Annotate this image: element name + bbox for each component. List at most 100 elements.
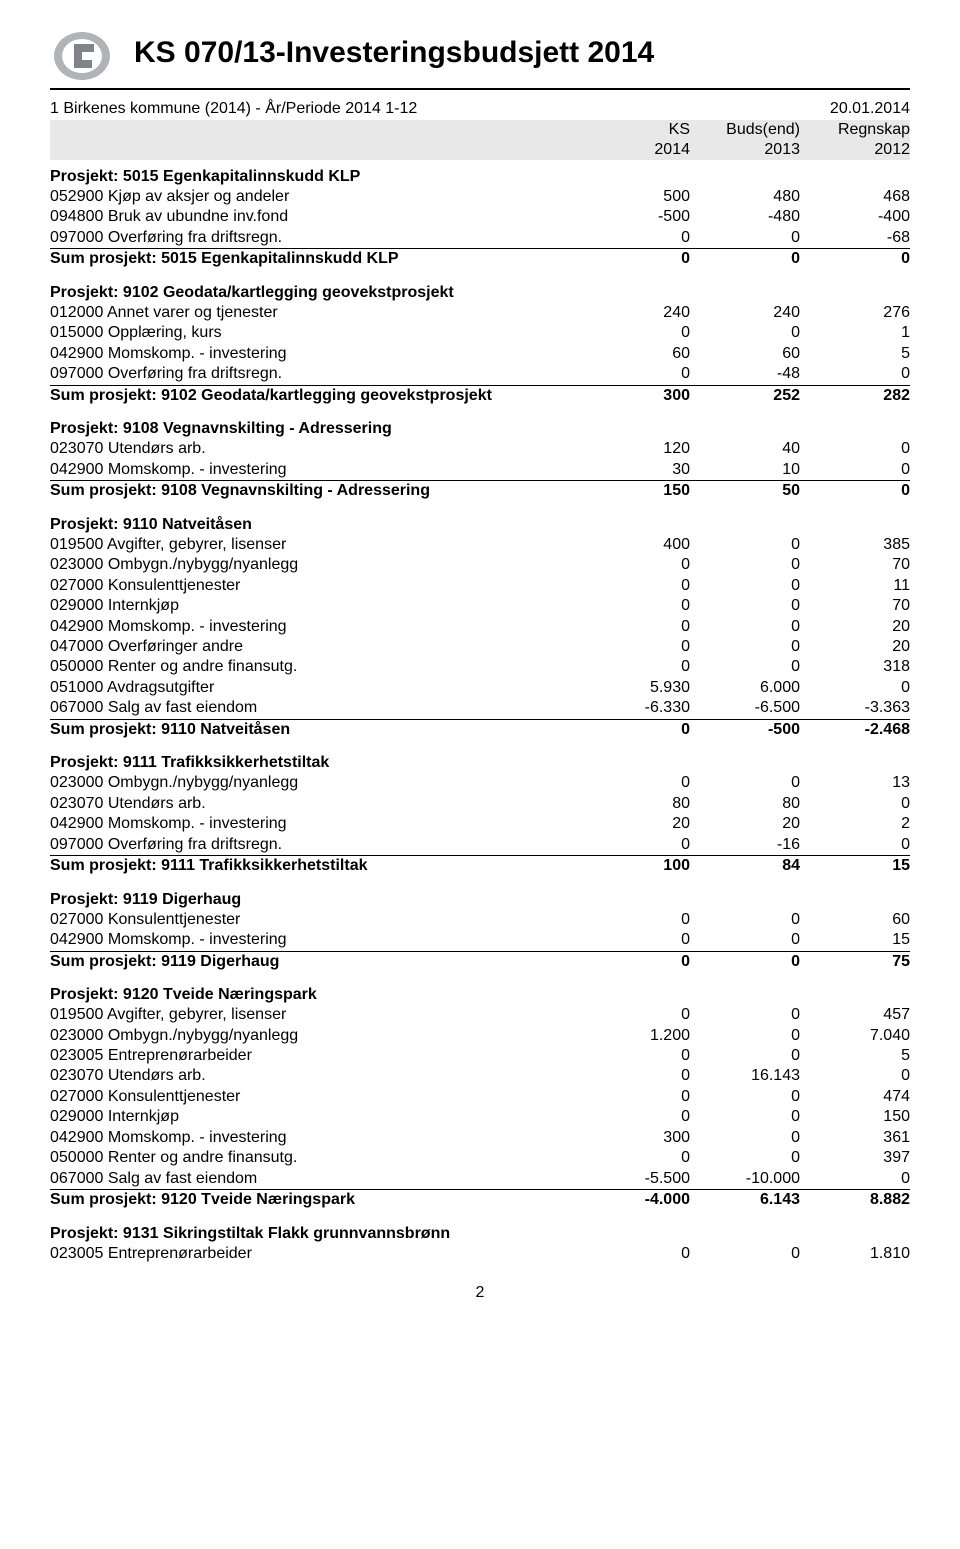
row-value: 0 (690, 1107, 800, 1127)
row-label: 023005 Entreprenørarbeider (50, 1046, 580, 1066)
budget-section: Prosjekt: 9131 Sikringstiltak Flakk grun… (50, 1225, 910, 1264)
table-row: 023070 Utendørs arb.016.1430 (50, 1066, 910, 1086)
col-header-regnskap: Regnskap (800, 121, 910, 139)
row-value: 318 (800, 657, 910, 677)
section-title: Prosjekt: 9119 Digerhaug (50, 891, 910, 909)
logo-icon (50, 30, 114, 84)
sum-value: 150 (580, 481, 690, 501)
table-row: 042900 Momskomp. - investering3000361 (50, 1128, 910, 1148)
table-row: 019500 Avgifter, gebyrer, lisenser00457 (50, 1005, 910, 1025)
table-row: 023000 Ombygn./nybygg/nyanlegg0013 (50, 773, 910, 793)
sum-value: 8.882 (800, 1190, 910, 1210)
row-value: -10.000 (690, 1169, 800, 1190)
row-value: 0 (690, 637, 800, 657)
sum-value: 100 (580, 856, 690, 876)
row-value: 60 (800, 910, 910, 930)
row-label: 097000 Overføring fra driftsregn. (50, 228, 580, 249)
row-value: 0 (690, 1087, 800, 1107)
row-value: 0 (690, 228, 800, 249)
table-row: 042900 Momskomp. - investering60605 (50, 344, 910, 364)
row-value: 30 (580, 460, 690, 481)
document-header: KS 070/13-Investeringsbudsjett 2014 (50, 30, 910, 84)
row-value: 0 (580, 1244, 690, 1264)
sum-label: Sum prosjekt: 5015 Egenkapitalinnskudd K… (50, 249, 580, 269)
sections-container: Prosjekt: 5015 Egenkapitalinnskudd KLP05… (50, 168, 910, 1264)
row-value: 457 (800, 1005, 910, 1025)
row-value: 0 (690, 596, 800, 616)
budget-section: Prosjekt: 9120 Tveide Næringspark019500 … (50, 986, 910, 1211)
sum-row: Sum prosjekt: 9119 Digerhaug0075 (50, 952, 910, 972)
sum-value: 50 (690, 481, 800, 501)
row-value: 0 (580, 617, 690, 637)
section-title: Prosjekt: 9120 Tveide Næringspark (50, 986, 910, 1004)
row-label: 042900 Momskomp. - investering (50, 1128, 580, 1148)
row-value: 385 (800, 535, 910, 555)
row-label: 050000 Renter og andre finansutg. (50, 657, 580, 677)
column-headers-row-1: KS Buds(end) Regnskap (50, 120, 910, 140)
sum-label: Sum prosjekt: 9111 Trafikksikkerhetstilt… (50, 856, 580, 876)
section-title: Prosjekt: 9131 Sikringstiltak Flakk grun… (50, 1225, 910, 1243)
table-row: 029000 Internkjøp00150 (50, 1107, 910, 1127)
row-value: 13 (800, 773, 910, 793)
row-value: 0 (580, 637, 690, 657)
row-value: -48 (690, 364, 800, 385)
row-value: 0 (580, 576, 690, 596)
row-value: 0 (580, 1066, 690, 1086)
sum-row: Sum prosjekt: 9108 Vegnavnskilting - Adr… (50, 481, 910, 501)
row-value: -3.363 (800, 698, 910, 719)
page-title: KS 070/13-Investeringsbudsjett 2014 (134, 36, 654, 70)
row-value: 15 (800, 930, 910, 951)
sum-value: -2.468 (800, 720, 910, 740)
row-value: 7.040 (800, 1026, 910, 1046)
row-label: 023070 Utendørs arb. (50, 1066, 580, 1086)
col-header-year3: 2012 (800, 141, 910, 159)
row-value: 1.200 (580, 1026, 690, 1046)
col-header-empty (50, 121, 580, 139)
row-value: 0 (800, 439, 910, 459)
row-value: 1.810 (800, 1244, 910, 1264)
row-value: 120 (580, 439, 690, 459)
row-value: 361 (800, 1128, 910, 1148)
row-label: 023070 Utendørs arb. (50, 439, 580, 459)
row-value: 0 (690, 910, 800, 930)
table-row: 027000 Konsulenttjenester0060 (50, 910, 910, 930)
row-label: 023000 Ombygn./nybygg/nyanlegg (50, 1026, 580, 1046)
row-label: 027000 Konsulenttjenester (50, 910, 580, 930)
row-value: 6.000 (690, 678, 800, 698)
row-value: 80 (580, 794, 690, 814)
row-value: 40 (690, 439, 800, 459)
sum-value: 6.143 (690, 1190, 800, 1210)
row-value: 0 (580, 228, 690, 249)
row-value: 0 (690, 1046, 800, 1066)
sum-value: 282 (800, 386, 910, 406)
row-label: 019500 Avgifter, gebyrer, lisenser (50, 1005, 580, 1025)
row-label: 023000 Ombygn./nybygg/nyanlegg (50, 555, 580, 575)
sum-value: 0 (580, 952, 690, 972)
table-row: 042900 Momskomp. - investering20202 (50, 814, 910, 834)
row-value: 397 (800, 1148, 910, 1168)
row-value: 0 (580, 657, 690, 677)
row-value: 0 (690, 535, 800, 555)
sum-row: Sum prosjekt: 9120 Tveide Næringspark-4.… (50, 1190, 910, 1210)
row-value: 16.143 (690, 1066, 800, 1086)
sum-label: Sum prosjekt: 9108 Vegnavnskilting - Adr… (50, 481, 580, 501)
section-title: Prosjekt: 9110 Natveitåsen (50, 516, 910, 534)
row-value: 0 (690, 657, 800, 677)
table-row: 023070 Utendørs arb.80800 (50, 794, 910, 814)
row-value: 5 (800, 1046, 910, 1066)
row-value: 70 (800, 596, 910, 616)
sum-value: 0 (580, 249, 690, 269)
row-value: 500 (580, 187, 690, 207)
row-value: 5.930 (580, 678, 690, 698)
sum-value: 300 (580, 386, 690, 406)
row-value: 10 (690, 460, 800, 481)
col-header-buds: Buds(end) (690, 121, 800, 139)
table-row: 015000 Opplæring, kurs001 (50, 323, 910, 343)
row-value: 60 (580, 344, 690, 364)
row-value: 276 (800, 303, 910, 323)
row-label: 015000 Opplæring, kurs (50, 323, 580, 343)
section-title: Prosjekt: 5015 Egenkapitalinnskudd KLP (50, 168, 910, 186)
row-value: 300 (580, 1128, 690, 1148)
meta-row: 1 Birkenes kommune (2014) - År/Periode 2… (50, 100, 910, 118)
meta-left: 1 Birkenes kommune (2014) - År/Periode 2… (50, 100, 417, 118)
